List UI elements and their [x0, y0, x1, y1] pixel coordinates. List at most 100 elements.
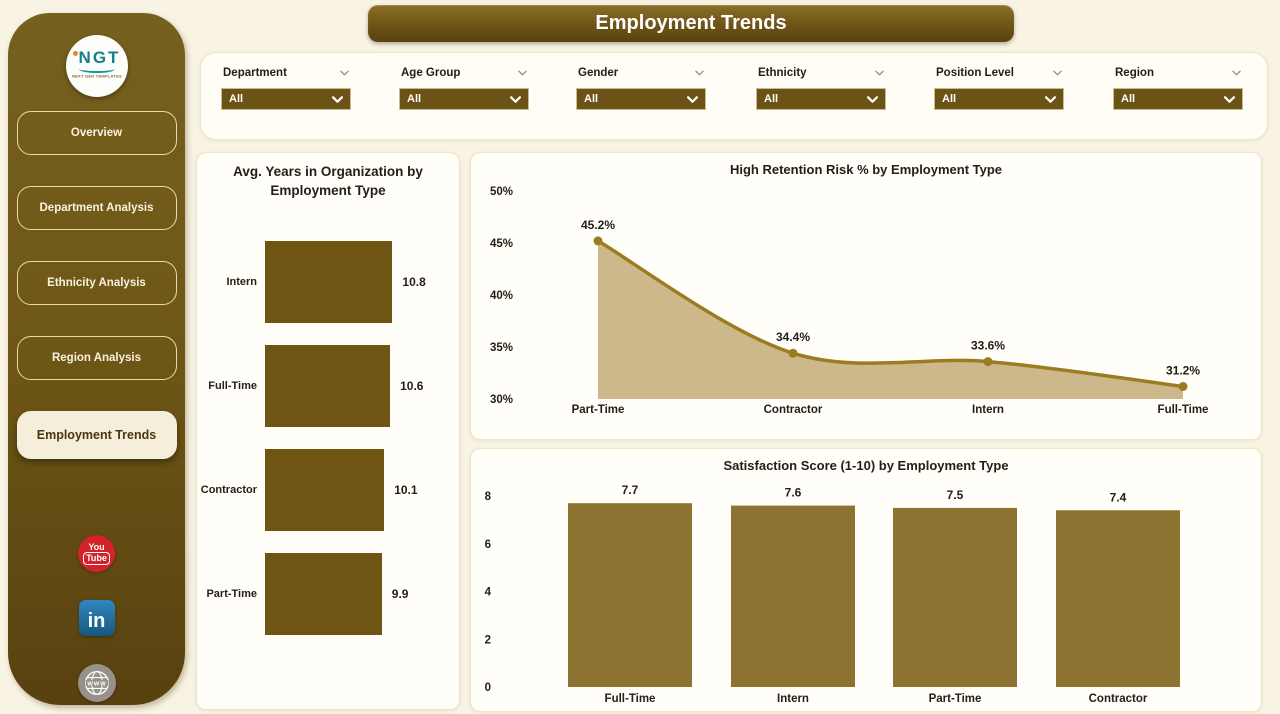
data-label: 31.2%: [1166, 364, 1200, 378]
logo-subtext: NEXT GEN TEMPLATES: [71, 74, 122, 79]
y-axis-tick: 8: [485, 491, 492, 503]
point-intern[interactable]: [983, 357, 993, 367]
bar-contractor[interactable]: [1056, 510, 1180, 687]
youtube-icon[interactable]: You Tube: [78, 535, 115, 572]
sidebar-item-employment-trends[interactable]: Employment Trends: [16, 411, 177, 459]
point-contractor[interactable]: [788, 348, 798, 358]
retention-chart: 50% 45% 40% 35% 30% 45.2% Part-Time 34.4% Contra…: [490, 186, 1209, 416]
sidebar-item-overview[interactable]: Overview: [16, 111, 177, 155]
value-label: 10.1: [394, 482, 418, 497]
linkedin-icon[interactable]: in: [78, 600, 115, 636]
point-part-time[interactable]: [593, 236, 603, 246]
bar-part-time[interactable]: [265, 552, 382, 635]
filter-value: All: [764, 93, 779, 105]
filter-select-gender[interactable]: All: [576, 88, 706, 110]
category-label: Intern: [226, 275, 257, 288]
globe-graphic: WWW: [84, 670, 109, 696]
filter-label-text: Department: [223, 67, 287, 79]
filter-label-text: Ethnicity: [758, 67, 807, 79]
bar-intern[interactable]: [265, 240, 393, 323]
chevron-down-icon: [332, 95, 343, 103]
bar-full-time[interactable]: [265, 344, 391, 427]
filter-label-text: Age Group: [401, 67, 461, 79]
retention-line: [596, 239, 1185, 389]
filter-select-region[interactable]: All: [1113, 88, 1243, 110]
value-label: 9.9: [391, 586, 409, 601]
retention-area[interactable]: [598, 240, 1183, 399]
chevron-down-icon: [1045, 95, 1056, 103]
category-label: Part-Time: [206, 587, 257, 600]
filter-label-text: Region: [1115, 67, 1154, 79]
filter-value: All: [407, 93, 422, 105]
chevron-down-icon: [1224, 95, 1235, 103]
www-globe-icon[interactable]: WWW: [77, 664, 116, 702]
x-axis-label: Part-Time: [929, 693, 982, 705]
sidebar-item-ethnicity-analysis[interactable]: Ethnicity Analysis: [16, 261, 177, 305]
page-title-banner: Employment Trends: [368, 5, 1014, 42]
bar-row-contractor: Contractor 10.1: [197, 448, 459, 531]
bar-row-intern: Intern 10.8: [197, 240, 459, 323]
point-full-time[interactable]: [1178, 382, 1188, 391]
x-axis-label: Full-Time: [1158, 404, 1209, 416]
bar-row-full-time: Full-Time 10.6: [197, 344, 459, 427]
social-links: You Tube in WWW: [77, 535, 116, 702]
satisfaction-title: Satisfaction Score (1-10) by Employment …: [723, 458, 1009, 473]
filter-label-gender: Gender: [576, 67, 706, 79]
data-label: 33.6%: [971, 339, 1005, 353]
ngt-logo: NGT NEXT GEN TEMPLATES: [65, 35, 128, 97]
avg-years-chart: Intern 10.8 Full-Time 10.6 Contractor 10.1 Par…: [197, 240, 459, 635]
value-label: 10.8: [402, 274, 426, 289]
filter-select-position-level[interactable]: All: [934, 88, 1064, 110]
filter-label-text: Gender: [578, 67, 619, 79]
chevron-down-icon: [1232, 70, 1241, 76]
bar-intern[interactable]: [731, 505, 855, 687]
filter-age-group: Age Group All: [399, 67, 529, 110]
filter-label-age-group: Age Group: [399, 67, 529, 79]
category-label: Full-Time: [208, 379, 257, 392]
data-label: 7.4: [1110, 490, 1127, 504]
sidebar-item-department-analysis[interactable]: Department Analysis: [16, 186, 177, 230]
sidebar: NGT NEXT GEN TEMPLATES Overview Departmen…: [8, 13, 185, 705]
data-label: 7.7: [622, 483, 639, 497]
sidebar-nav: Overview Department Analysis Ethnicity Ana…: [16, 111, 177, 459]
filter-select-ethnicity[interactable]: All: [756, 88, 886, 110]
page-title: Employment Trends: [595, 12, 787, 34]
youtube-text-top: You: [88, 542, 105, 552]
logo-text: NGT: [78, 48, 121, 67]
filter-select-age-group[interactable]: All: [399, 88, 529, 110]
y-axis-tick: 50%: [490, 186, 513, 198]
x-axis-label: Contractor: [764, 404, 823, 416]
retention-title: High Retention Risk % by Employment Type: [729, 162, 1003, 177]
filter-department: Department All: [221, 67, 351, 110]
filter-value: All: [942, 93, 957, 105]
linkedin-text: in: [87, 610, 106, 632]
logo-orange-dot-icon: [72, 51, 78, 56]
filter-position-level: Position Level All: [934, 67, 1064, 110]
avg-years-title: Avg. Years in Organization by Employment…: [233, 164, 423, 198]
sidebar-item-region-analysis[interactable]: Region Analysis: [16, 336, 177, 380]
filter-label-text: Position Level: [936, 67, 1014, 79]
x-axis-label: Intern: [777, 693, 809, 705]
y-axis-tick: 6: [485, 539, 491, 551]
filter-value: All: [584, 93, 599, 105]
y-axis-tick: 30%: [490, 394, 513, 406]
value-label: 10.6: [400, 378, 424, 393]
category-label: Contractor: [200, 483, 257, 496]
chevron-down-icon: [510, 95, 521, 103]
bar-contractor[interactable]: [265, 448, 385, 531]
globe-www-text: WWW: [87, 681, 106, 687]
satisfaction-card: Satisfaction Score (1-10) by Employment …: [470, 448, 1262, 712]
filter-ethnicity: Ethnicity All: [756, 67, 886, 110]
bar-full-time[interactable]: [568, 503, 692, 687]
y-axis-tick: 2: [485, 634, 491, 646]
bar-part-time[interactable]: [893, 507, 1017, 687]
avg-years-card: Avg. Years in Organization by Employment…: [196, 152, 460, 710]
filter-label-position-level: Position Level: [934, 67, 1064, 79]
filter-label-ethnicity: Ethnicity: [756, 67, 886, 79]
filter-value: All: [1121, 93, 1136, 105]
chevron-down-icon: [687, 95, 698, 103]
filter-value: All: [229, 93, 244, 105]
chevron-down-icon: [340, 70, 349, 76]
filter-select-department[interactable]: All: [221, 88, 351, 110]
